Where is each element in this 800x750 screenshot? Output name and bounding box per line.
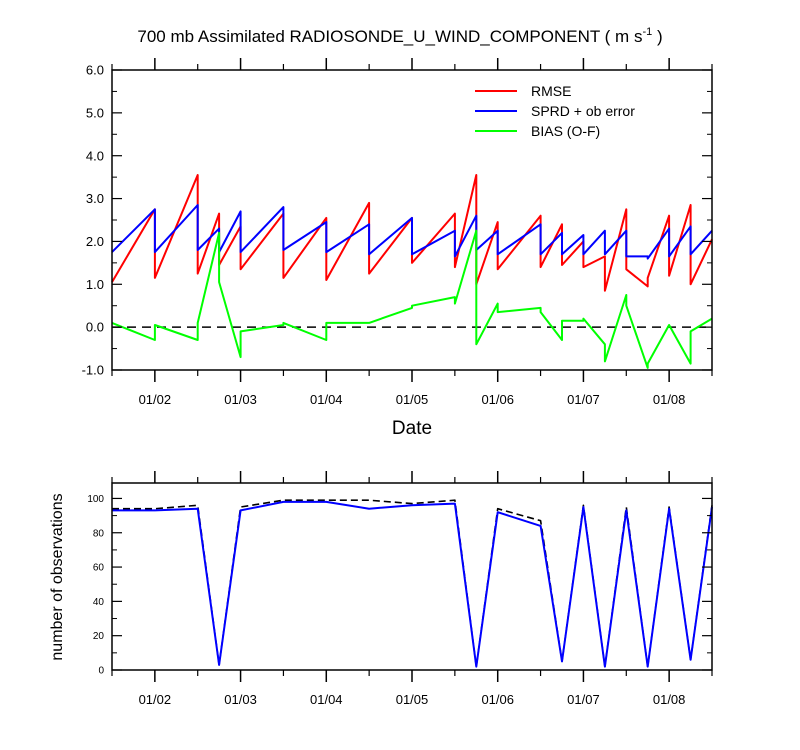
top-x-axis-label: Date	[392, 418, 432, 439]
chart-title: 700 mb Assimilated RADIOSONDE_U_WIND_COM…	[137, 26, 662, 46]
x-tick-label: 01/06	[481, 692, 514, 707]
x-tick-label: 01/04	[310, 392, 343, 407]
x-tick-label: 01/06	[481, 392, 514, 407]
y-tick-label: 20	[93, 631, 105, 642]
y-tick-label: 100	[87, 494, 104, 505]
y-tick-label: 2.0	[86, 234, 104, 249]
x-tick-label: 01/08	[653, 392, 686, 407]
bottom-plot-frame	[111, 482, 713, 671]
y-tick-label: 60	[93, 563, 105, 574]
y-tick-label: 5.0	[86, 105, 104, 120]
legend-label-rmse: RMSE	[531, 83, 571, 99]
bottom-chart: 0 20 40 60 80 100 01/02 01/03 01/04 01/05 01/06 01/…	[49, 471, 713, 707]
y-tick-label: 6.0	[86, 63, 104, 78]
y-tick-label: 0	[98, 666, 104, 677]
x-tick-label: 01/04	[310, 692, 343, 707]
chart-title-superscript: -1	[642, 26, 652, 38]
legend: RMSE SPRD + ob error BIAS (O-F)	[475, 83, 635, 139]
x-tick-label: 01/05	[396, 692, 429, 707]
y-tick-label: 0.0	[86, 320, 104, 335]
legend-label-sprd: SPRD + ob error	[531, 103, 635, 119]
x-tick-label: 01/02	[139, 392, 172, 407]
bottom-y-axis-label: number of observations	[49, 493, 66, 660]
top-chart: -1.0 0.0 1.0 2.0 3.0 4.0 5.0 6.0 01/02 01/03 01/04…	[82, 58, 713, 439]
y-tick-label: -1.0	[82, 363, 104, 378]
series-line-assimilated	[112, 500, 713, 668]
chart-title-end: )	[652, 27, 662, 46]
x-tick-label: 01/05	[396, 392, 429, 407]
chart-title-main: 700 mb Assimilated RADIOSONDE_U_WIND_COM…	[137, 27, 642, 46]
top-plot-frame	[111, 69, 713, 371]
series-line-sprd-ob-error	[111, 204, 713, 260]
y-tick-label: 3.0	[86, 191, 104, 206]
y-tick-label: 1.0	[86, 277, 104, 292]
x-tick-label: 01/03	[224, 692, 257, 707]
series-line-bias-o-f	[111, 229, 713, 369]
legend-label-bias: BIAS (O-F)	[531, 123, 600, 139]
series-line-possible	[112, 499, 713, 668]
x-tick-label: 01/02	[139, 692, 172, 707]
y-tick-label: 80	[93, 528, 105, 539]
y-tick-label: 4.0	[86, 148, 104, 163]
x-tick-label: 01/08	[653, 692, 686, 707]
x-tick-label: 01/03	[224, 392, 257, 407]
x-tick-label: 01/07	[567, 392, 600, 407]
y-tick-label: 40	[93, 597, 105, 608]
x-tick-label: 01/07	[567, 692, 600, 707]
